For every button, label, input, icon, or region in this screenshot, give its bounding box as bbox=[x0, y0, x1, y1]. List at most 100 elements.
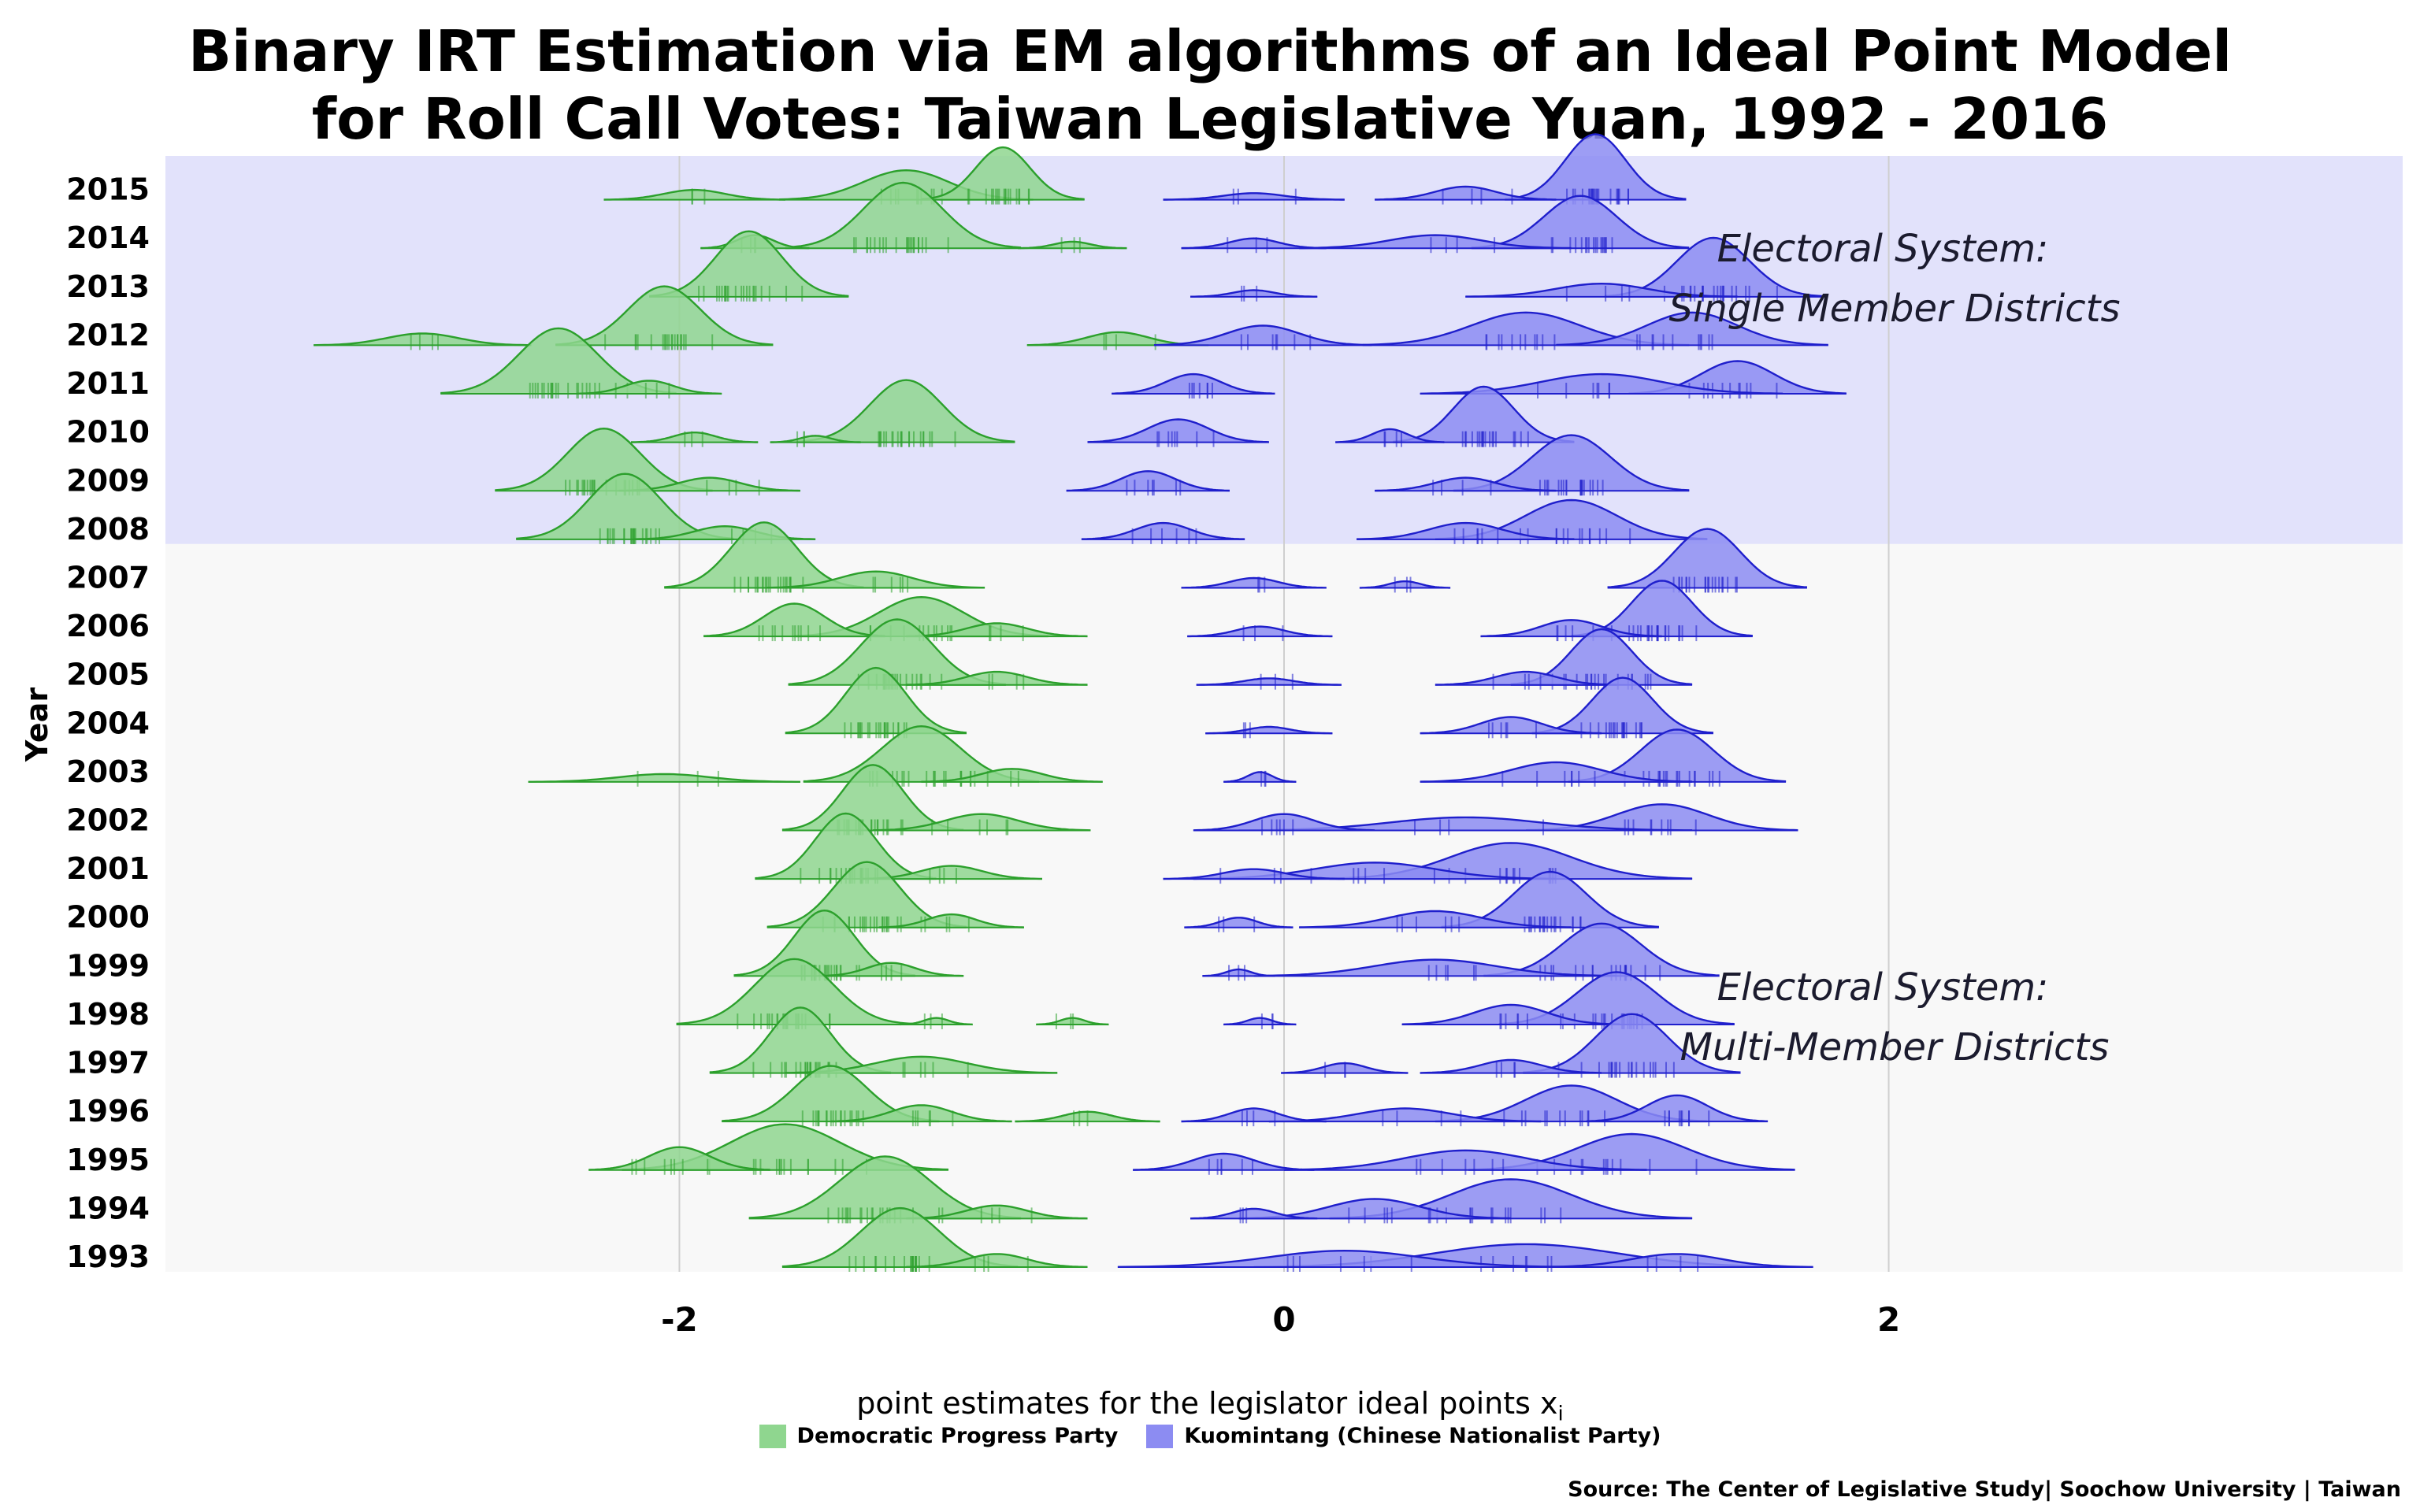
y-tick-label-1996: 1996 bbox=[66, 1094, 150, 1128]
rug-kmt-2014-1 bbox=[1430, 237, 1496, 254]
ridge-line-kmt-1997-1 bbox=[1420, 1058, 1602, 1074]
rug-kmt-2005-2 bbox=[1260, 673, 1294, 690]
ridge-fill-kmt-2012-2 bbox=[1154, 325, 1372, 346]
rug-kmt-2006-0 bbox=[1628, 625, 1698, 642]
ridge-line-dpp-2002-1 bbox=[873, 813, 1091, 832]
ridge-fill-dpp-2012-2 bbox=[1026, 332, 1209, 346]
rug-kmt-2005-1 bbox=[1492, 673, 1542, 690]
x-axis-title-subscript: i bbox=[1557, 1402, 1564, 1426]
rug-dpp-1996-1 bbox=[911, 1110, 954, 1127]
y-tick-label-2000: 2000 bbox=[66, 900, 150, 935]
rug-kmt-1996-3 bbox=[1241, 1110, 1276, 1127]
rug-dpp-2011-1 bbox=[614, 383, 670, 399]
rug-kmt-2001-2 bbox=[1219, 868, 1282, 884]
ridge-fill-dpp-1999-0 bbox=[733, 910, 915, 976]
rug-dpp-2014-0 bbox=[853, 237, 949, 254]
ridge-line-dpp-2014-2 bbox=[1018, 240, 1127, 250]
ridge-fill-dpp-2008-0 bbox=[516, 473, 734, 539]
ridge-fill-kmt-1995-0 bbox=[1468, 1134, 1795, 1170]
y-tick-label-2001: 2001 bbox=[66, 851, 150, 886]
ridge-fill-dpp-1996-1 bbox=[830, 1105, 1012, 1122]
rug-dpp-2003-2 bbox=[969, 770, 1019, 787]
ridge-fill-dpp-2009-0 bbox=[495, 428, 713, 491]
ridge-fill-dpp-2001-0 bbox=[755, 813, 937, 880]
ridge-fill-dpp-2007-0 bbox=[664, 522, 864, 588]
rug-kmt-2012-1 bbox=[1636, 334, 1713, 350]
rug-dpp-2004-0 bbox=[844, 722, 908, 739]
x-axis-title: point estimates for the legislator ideal… bbox=[0, 1386, 2420, 1426]
ridge-line-kmt-2007-1 bbox=[1181, 576, 1327, 589]
rug-kmt-1999-2 bbox=[1228, 965, 1245, 981]
rug-kmt-1996-1 bbox=[1664, 1110, 1710, 1127]
ridge-line-kmt-2015-1 bbox=[1375, 185, 1557, 201]
ridge-line-dpp-2005-1 bbox=[906, 670, 1088, 686]
rug-dpp-2013-0 bbox=[698, 285, 804, 302]
rug-dpp-1994-1 bbox=[980, 1207, 1033, 1224]
y-tick-label-2010: 2010 bbox=[66, 415, 150, 450]
rug-kmt-2009-1 bbox=[1432, 480, 1492, 496]
ridge-fill-dpp-2005-0 bbox=[788, 619, 1006, 685]
legend-label-dpp: Democratic Progress Party bbox=[796, 1424, 1119, 1448]
rug-kmt-2015-1 bbox=[1442, 188, 1513, 205]
ridge-line-kmt-2000-2 bbox=[1184, 917, 1294, 928]
ridge-fill-dpp-2015-1 bbox=[921, 147, 1085, 200]
ridge-fill-kmt-1998-1 bbox=[1401, 1005, 1620, 1025]
ridge-line-dpp-2010-0 bbox=[797, 379, 1015, 443]
ridge-line-kmt-2011-2 bbox=[1112, 372, 1275, 395]
ridge-line-dpp-2015-1 bbox=[921, 146, 1085, 201]
ridge-fill-dpp-2002-0 bbox=[781, 765, 964, 831]
rug-dpp-2009-1 bbox=[706, 480, 760, 496]
y-tick-label-1997: 1997 bbox=[66, 1046, 150, 1080]
ridge-line-dpp-1997-0 bbox=[709, 1006, 892, 1073]
ridge-line-kmt-1999-0 bbox=[1483, 922, 1720, 976]
ridge-line-dpp-2015-2 bbox=[603, 188, 785, 201]
rug-kmt-2013-2 bbox=[1241, 285, 1258, 302]
legend-swatch-dpp bbox=[759, 1424, 786, 1448]
rug-dpp-2010-1 bbox=[684, 431, 703, 447]
ridge-fill-kmt-2003-1 bbox=[1420, 762, 1693, 782]
ridge-line-dpp-2001-0 bbox=[755, 812, 937, 880]
rug-kmt-2011-2 bbox=[1188, 383, 1213, 399]
y-tick-label-2002: 2002 bbox=[66, 803, 150, 838]
ridge-line-dpp-2014-0 bbox=[785, 181, 1022, 249]
rug-kmt-1995-1 bbox=[1416, 1158, 1505, 1175]
ridge-line-kmt-2010-2 bbox=[1087, 418, 1269, 443]
ridge-line-dpp-1998-0 bbox=[676, 958, 912, 1025]
rug-dpp-2012-1 bbox=[410, 334, 440, 350]
ridge-line-kmt-2006-2 bbox=[1187, 625, 1333, 638]
rug-kmt-2009-0 bbox=[1538, 480, 1604, 496]
ridge-fill-kmt-2004-1 bbox=[1420, 717, 1602, 734]
y-tick-label-2006: 2006 bbox=[66, 609, 150, 643]
ridge-line-dpp-1994-1 bbox=[906, 1204, 1088, 1220]
y-tick-label-2003: 2003 bbox=[66, 754, 150, 789]
rug-dpp-1993-0 bbox=[848, 1256, 930, 1272]
ridge-line-kmt-2014-0 bbox=[1471, 195, 1690, 249]
ridge-line-dpp-2003-2 bbox=[921, 768, 1103, 783]
ridge-fill-dpp-2014-0 bbox=[785, 183, 1022, 249]
y-tick-label-1998: 1998 bbox=[66, 997, 150, 1032]
y-tick-label-1993: 1993 bbox=[66, 1240, 150, 1274]
ridge-line-dpp-2000-1 bbox=[878, 913, 1024, 928]
rug-kmt-2008-1 bbox=[1453, 528, 1499, 544]
rug-kmt-2004-0 bbox=[1580, 722, 1642, 739]
rug-kmt-1997-2 bbox=[1324, 1062, 1346, 1078]
rug-kmt-1996-2 bbox=[1382, 1110, 1462, 1127]
ridge-line-kmt-2003-2 bbox=[1223, 771, 1297, 783]
ridge-line-dpp-2012-1 bbox=[314, 332, 532, 346]
y-tick-label-2014: 2014 bbox=[66, 220, 150, 255]
rug-kmt-2006-2 bbox=[1242, 625, 1284, 642]
rug-dpp-2014-2 bbox=[1060, 237, 1081, 254]
rug-dpp-2005-1 bbox=[988, 673, 1025, 690]
ridge-line-kmt-2004-0 bbox=[1531, 676, 1714, 734]
ridge-line-kmt-1996-3 bbox=[1181, 1107, 1327, 1123]
y-tick-label-2015: 2015 bbox=[66, 172, 150, 207]
ridge-line-kmt-2006-1 bbox=[1480, 619, 1662, 638]
y-tick-label-2004: 2004 bbox=[66, 706, 150, 740]
y-tick-label-2008: 2008 bbox=[66, 512, 150, 547]
ridge-fill-kmt-2005-0 bbox=[1510, 629, 1693, 685]
ridge-fill-kmt-2013-1 bbox=[1465, 284, 1738, 297]
ridge-fill-kmt-1993-1 bbox=[1117, 1251, 1572, 1267]
rug-kmt-2014-2 bbox=[1227, 237, 1268, 254]
ridge-fill-dpp-2006-1 bbox=[703, 603, 885, 637]
